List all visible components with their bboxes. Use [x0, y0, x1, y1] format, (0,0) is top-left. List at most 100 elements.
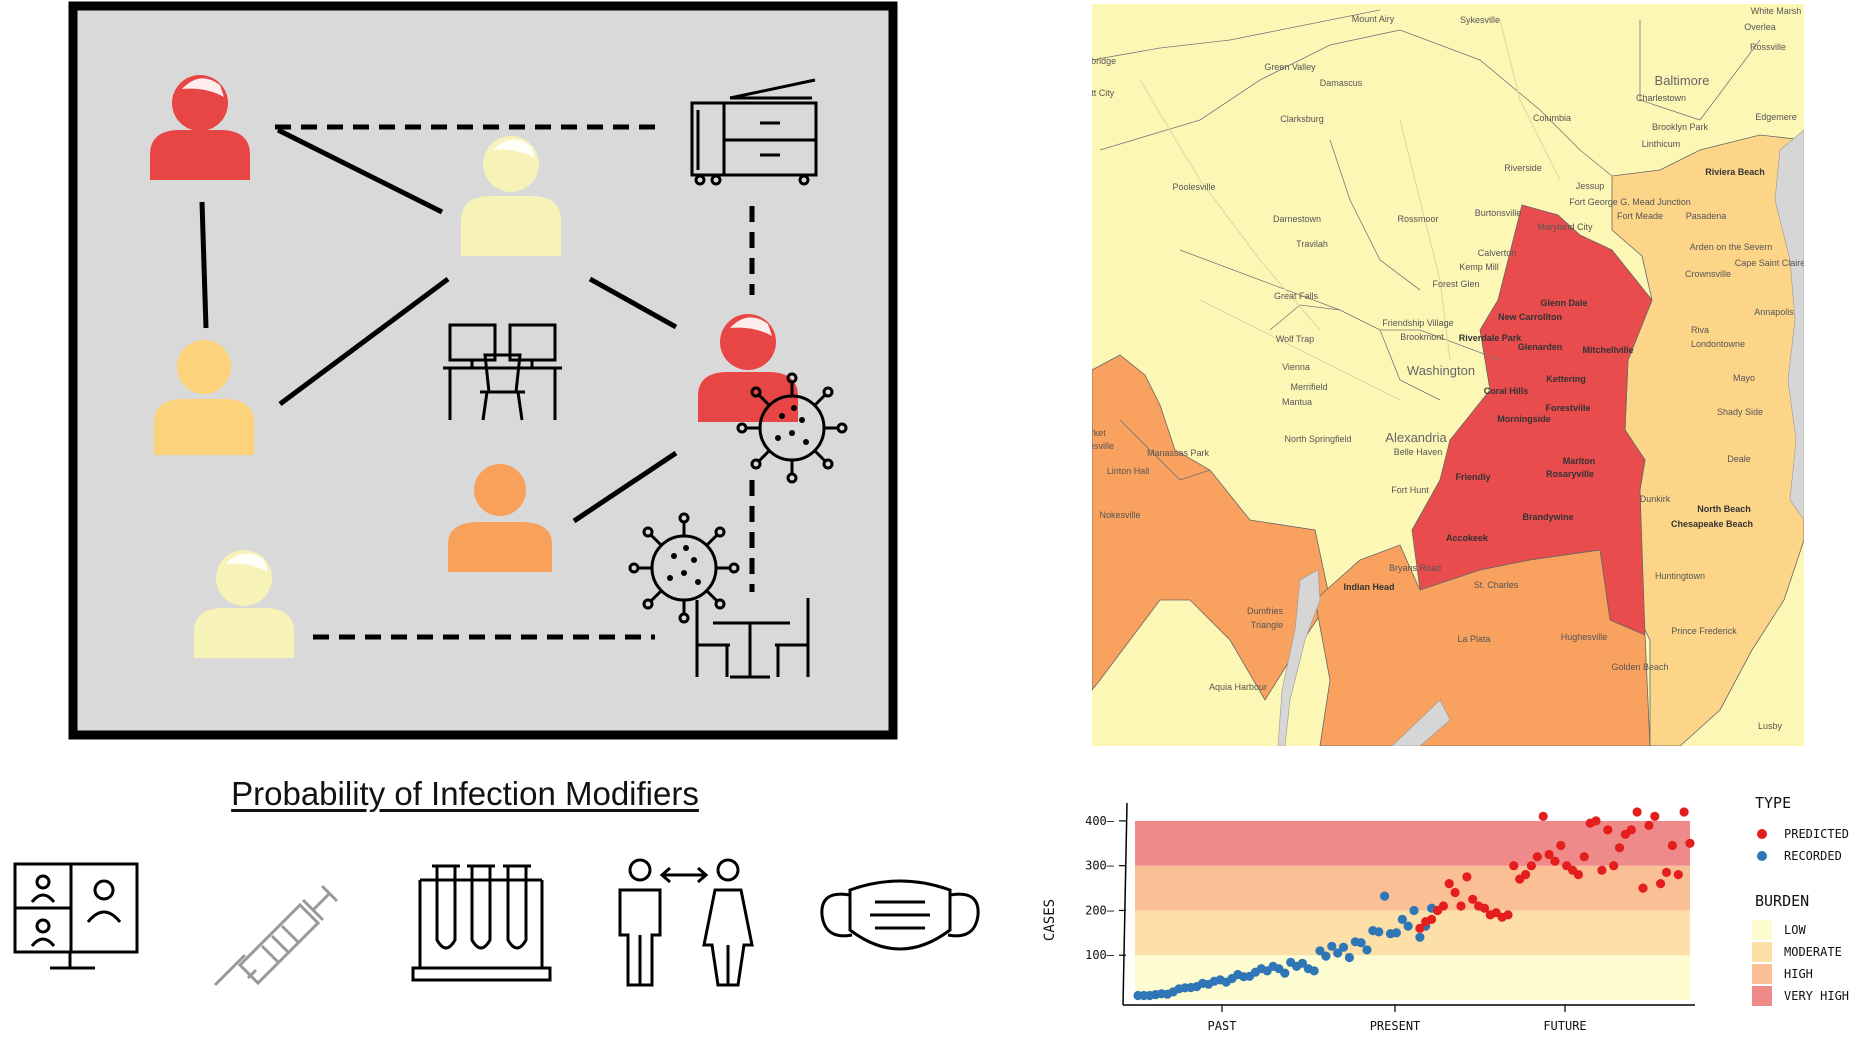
- map-place-label: Riverside: [1504, 163, 1542, 173]
- social-distance-icon: [618, 858, 754, 987]
- point-predicted: [1638, 883, 1648, 893]
- point-predicted: [1450, 887, 1460, 898]
- map-place-label: Arden on the Severn: [1690, 242, 1773, 252]
- y-tick-label: 200—: [1085, 903, 1115, 917]
- map-place-label: Annapolis: [1754, 307, 1794, 317]
- virus-icon: [736, 372, 848, 484]
- map-place-label: North Beach: [1697, 504, 1751, 514]
- point-predicted: [1609, 861, 1619, 871]
- point-recorded: [1380, 891, 1390, 901]
- map-place-label: Crownsville: [1685, 269, 1731, 279]
- point-predicted: [1579, 852, 1589, 862]
- modifiers-title: Probability of Infection Modifiers: [231, 775, 699, 812]
- map-place-label: Aquia Harbour: [1209, 682, 1267, 692]
- map-place-label: Charlestown: [1636, 93, 1686, 103]
- person-p6: [194, 550, 294, 658]
- map-place-label: Indian Head: [1343, 582, 1394, 592]
- map-place-label: Baltimore: [1655, 73, 1710, 88]
- map-place-label: Maryland City: [1537, 222, 1593, 232]
- map-place-label: Linton Hall: [1107, 466, 1150, 476]
- map-place-label: Fort Meade: [1617, 211, 1663, 221]
- point-predicted: [1438, 901, 1448, 911]
- map-place-label: Kettering: [1546, 374, 1586, 384]
- legend-burden-label: LOW: [1784, 923, 1806, 937]
- legend-burden-label: VERY HIGH: [1784, 989, 1849, 1003]
- map-place-label: Burtonsville: [1475, 208, 1522, 218]
- point-recorded: [1309, 966, 1319, 976]
- map-place-label: Brooklyn Park: [1652, 122, 1709, 132]
- map-place-label: Fort George G. Mead Junction: [1569, 197, 1691, 207]
- point-recorded: [1297, 958, 1307, 968]
- map-place-label: Dumfries: [1247, 606, 1284, 616]
- map-place-label: Cape Saint Claire: [1735, 258, 1806, 268]
- map-place-label: Rosaryville: [1546, 469, 1594, 479]
- point-recorded: [1333, 948, 1343, 958]
- point-predicted: [1597, 865, 1607, 875]
- map-place-label: Dunkirk: [1640, 494, 1671, 504]
- legend-type: PREDICTED RECORDED: [1757, 827, 1849, 863]
- map-region-high-west: [1092, 354, 1331, 701]
- legend-label-predicted: PREDICTED: [1784, 827, 1849, 841]
- map-water-bay: [1774, 129, 1804, 521]
- point-predicted: [1603, 825, 1613, 835]
- map-place-label: Accokeek: [1446, 533, 1489, 543]
- map-place-label: Rossmoor: [1397, 214, 1438, 224]
- person-p5: [448, 464, 552, 572]
- point-predicted: [1427, 914, 1437, 925]
- legend-label-recorded: RECORDED: [1784, 849, 1842, 863]
- person-p1: [150, 75, 250, 180]
- map-place-label: Kemp Mill: [1459, 262, 1499, 272]
- map-place-label: Market: [1078, 428, 1106, 438]
- map-place-label: Shady Side: [1717, 407, 1763, 417]
- point-recorded: [1344, 952, 1354, 963]
- map-place-label: Travilah: [1296, 239, 1328, 249]
- map-boundaries: [1092, 9, 1761, 481]
- map-place-label: Riverdale Park: [1459, 333, 1523, 343]
- map-place-label: Forest Glen: [1432, 279, 1479, 289]
- virus-icon-2: [628, 512, 740, 624]
- point-predicted: [1685, 838, 1695, 848]
- map-water-south: [1391, 699, 1451, 746]
- point-predicted: [1468, 894, 1478, 904]
- map-place-label: Columbia: [1533, 113, 1571, 123]
- point-predicted: [1503, 910, 1513, 920]
- point-predicted: [1538, 811, 1548, 822]
- y-tick-label: 100—: [1085, 948, 1115, 962]
- point-predicted: [1679, 807, 1689, 817]
- band-high: [1135, 865, 1690, 911]
- point-recorded: [1315, 946, 1325, 956]
- point-recorded: [1338, 942, 1349, 952]
- map-place-label: Brookmont: [1400, 332, 1444, 342]
- x-tick-label: PRESENT: [1370, 1019, 1421, 1033]
- map-place-label: Alexandria: [1385, 430, 1447, 445]
- point-predicted: [1550, 856, 1560, 866]
- point-predicted: [1673, 870, 1683, 880]
- point-predicted: [1591, 816, 1601, 826]
- map-place-label: Jessup: [1576, 181, 1605, 191]
- point-predicted: [1644, 820, 1654, 831]
- map-place-label: Nokesville: [1099, 510, 1140, 520]
- map-place-label: Manassas Park: [1147, 448, 1210, 458]
- map-place-label: Rossville: [1750, 42, 1786, 52]
- map-place-label: Mitchellville: [1582, 345, 1633, 355]
- person-p2: [461, 136, 561, 256]
- video-call-icon: [13, 862, 139, 970]
- map-place-label: Merrifield: [1290, 382, 1327, 392]
- map-place-label: Lusby: [1758, 721, 1783, 731]
- legend-burden: LOW MODERATE HIGH VERY HIGH: [1752, 920, 1849, 1006]
- map-place-label: La Plata: [1457, 634, 1490, 644]
- map-place-label: Friendly: [1455, 472, 1490, 482]
- point-predicted: [1556, 840, 1566, 851]
- x-tick-label: PAST: [1208, 1019, 1237, 1033]
- point-predicted: [1456, 901, 1466, 911]
- point-predicted: [1573, 870, 1583, 880]
- point-predicted: [1532, 852, 1542, 862]
- printer-icon: [690, 78, 818, 186]
- map-place-label: Linthicum: [1642, 139, 1681, 149]
- map-place-label: Poolesville: [1172, 182, 1215, 192]
- point-predicted: [1462, 872, 1472, 882]
- map-place-label: Great Falls: [1274, 291, 1319, 301]
- map-place-label: Green Valley: [1264, 62, 1316, 72]
